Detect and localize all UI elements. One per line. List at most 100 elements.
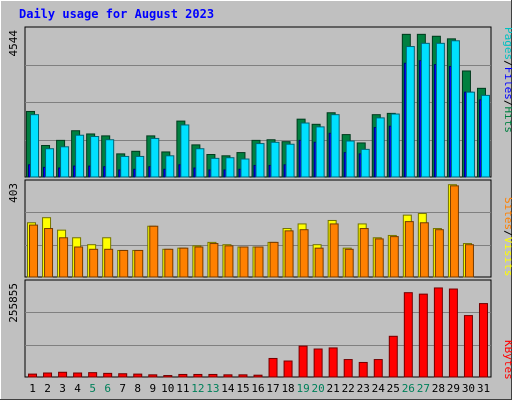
bar-pages-day-3 (60, 146, 70, 178)
panel-legend: Pages/Files/Hits (502, 27, 512, 133)
bar-pages-day-21 (330, 114, 340, 178)
bar-kbytes-day-20 (313, 348, 323, 378)
bar-kbytes-day-28 (433, 287, 443, 378)
bar-sites-day-26 (404, 221, 414, 278)
x-tick-label: 12 (191, 382, 204, 395)
bar-kbytes-day-17 (268, 357, 278, 378)
legend-item: KBytes (502, 340, 512, 380)
x-tick-label: 8 (134, 382, 141, 395)
bar-sites-day-13 (209, 243, 219, 278)
bar-sites-day-16 (254, 246, 264, 278)
legend-item: Files (502, 67, 512, 100)
bar-sites-day-7 (119, 249, 129, 278)
bar-sites-day-18 (284, 230, 294, 278)
bar-sites-day-9 (149, 225, 159, 278)
bar-sites-day-8 (134, 249, 144, 278)
bar-sites-day-11 (179, 247, 189, 278)
legend-item: Sites (502, 197, 512, 230)
bar-pages-day-17 (270, 141, 280, 178)
bar-kbytes-day-26 (403, 292, 413, 378)
bar-pages-day-8 (135, 155, 145, 178)
x-tick-label: 7 (119, 382, 126, 395)
bar-pages-day-14 (225, 157, 235, 178)
x-tick-label: 15 (236, 382, 249, 395)
bar-kbytes-day-8 (133, 373, 143, 378)
bar-kbytes-day-13 (208, 373, 218, 378)
x-tick-label: 9 (149, 382, 156, 395)
bar-pages-day-26 (405, 46, 415, 178)
panel-legend: Sites/Visits (502, 197, 512, 277)
bar-pages-day-2 (45, 148, 55, 178)
bar-sites-day-28 (434, 229, 444, 278)
bar-kbytes-day-2 (43, 372, 53, 378)
bar-kbytes-day-14 (223, 374, 233, 378)
x-tick-label: 1 (29, 382, 36, 395)
bar-sites-day-25 (389, 236, 399, 278)
x-tick-label: 14 (221, 382, 235, 395)
x-tick-label: 27 (417, 382, 430, 395)
bar-sites-day-27 (419, 222, 429, 278)
bar-kbytes-day-24 (373, 359, 383, 378)
bar-kbytes-day-9 (148, 374, 158, 378)
bar-sites-day-10 (164, 248, 174, 278)
panel-max-label: 4544 (7, 30, 20, 57)
bar-kbytes-day-22 (343, 359, 353, 378)
bar-pages-day-4 (75, 134, 85, 178)
bar-kbytes-day-29 (448, 288, 458, 378)
x-tick-label: 22 (342, 382, 355, 395)
x-tick-label: 10 (161, 382, 174, 395)
bar-sites-day-3 (59, 237, 69, 278)
x-tick-label: 19 (296, 382, 309, 395)
bar-pages-day-31 (480, 94, 490, 178)
x-tick-label: 13 (206, 382, 219, 395)
bar-sites-day-30 (464, 244, 474, 278)
bar-sites-day-19 (299, 229, 309, 278)
x-tick-label: 25 (387, 382, 400, 395)
bar-pages-day-20 (315, 126, 325, 178)
bar-pages-day-5 (90, 136, 100, 178)
bar-pages-day-23 (360, 148, 370, 178)
bar-kbytes-day-10 (163, 375, 173, 378)
bar-sites-day-1 (29, 224, 39, 278)
bar-sites-day-21 (329, 223, 339, 278)
bar-sites-day-14 (224, 245, 234, 278)
bar-pages-day-19 (300, 122, 310, 178)
x-tick-label: 29 (447, 382, 460, 395)
legend-item: / (502, 230, 512, 237)
bar-pages-day-28 (435, 42, 445, 178)
bar-kbytes-day-6 (103, 372, 113, 378)
x-tick-label: 11 (176, 382, 189, 395)
bar-sites-day-6 (104, 248, 114, 278)
chart-title: Daily usage for August 2023 (19, 7, 214, 21)
x-tick-label: 26 (402, 382, 415, 395)
bar-pages-day-9 (150, 137, 160, 178)
bar-kbytes-day-11 (178, 373, 188, 378)
legend-item: / (502, 60, 512, 67)
x-tick-label: 24 (372, 382, 386, 395)
bar-sites-day-12 (194, 246, 204, 278)
panel-max-label: 403 (7, 183, 20, 203)
bar-pages-day-29 (450, 40, 460, 178)
bar-pages-day-18 (285, 143, 295, 178)
bar-sites-day-22 (344, 248, 354, 278)
bar-kbytes-day-1 (28, 373, 38, 378)
bar-pages-day-15 (240, 158, 250, 178)
x-tick-label: 20 (312, 382, 325, 395)
legend-item: Pages (502, 27, 512, 60)
bar-kbytes-day-15 (238, 374, 248, 378)
legend-item: Hits (502, 107, 512, 134)
bar-pages-day-11 (180, 124, 190, 178)
bar-kbytes-day-21 (328, 347, 338, 378)
x-tick-label: 5 (89, 382, 96, 395)
x-tick-label: 18 (281, 382, 294, 395)
bar-sites-day-17 (269, 241, 279, 278)
x-tick-label: 4 (74, 382, 81, 395)
bar-kbytes-day-23 (358, 361, 368, 378)
bar-kbytes-day-19 (298, 345, 308, 378)
legend-item: / (502, 100, 512, 107)
bar-pages-day-13 (210, 157, 220, 178)
bar-kbytes-day-5 (88, 372, 98, 378)
bar-kbytes-day-30 (463, 315, 473, 378)
